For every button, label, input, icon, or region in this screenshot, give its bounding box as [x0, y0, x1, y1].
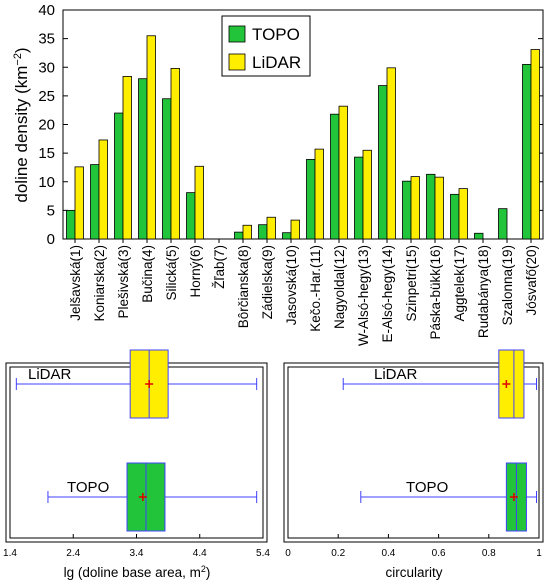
box-panel-inner-frame: [287, 366, 540, 539]
x-tick-label: 0: [285, 548, 291, 559]
bar-lidar: [194, 165, 204, 240]
x-category-label: Plešivská(3): [116, 245, 131, 319]
bar-lidar: [74, 166, 84, 240]
bar-topo: [234, 231, 244, 240]
x-category-label: Bučina(4): [140, 245, 155, 303]
y-tick-label: 0: [47, 231, 55, 248]
x-tick-label: 0.6: [432, 548, 446, 559]
legend-label-topo: TOPO: [252, 25, 300, 44]
bar-lidar: [338, 105, 348, 240]
legend-swatch-topo: [228, 25, 246, 43]
x-tick-label: 5.4: [256, 548, 270, 559]
bar-lidar: [530, 49, 540, 240]
x-tick-label: 0.8: [482, 548, 496, 559]
bar-chart-panel: 0 5 10 15 20 25 30 35 40 Jelšavská(1) Koniarska(2)…: [38, 2, 544, 346]
box-plot-circularity-panel: 0 0.2 0.4 0.6 0.8 1 LiDAR TOPO: [283, 349, 544, 559]
bar-topo: [162, 98, 172, 240]
x-tick-label: 0.2: [331, 548, 345, 559]
bar-lidar: [266, 216, 276, 240]
x-category-label: Horný(6): [188, 245, 203, 298]
bar-lidar: [98, 139, 108, 240]
bar-lidar: [314, 148, 324, 240]
bar-lidar: [386, 67, 396, 240]
series-label-topo: TOPO: [406, 479, 448, 496]
x-tick-label: 4.4: [193, 548, 207, 559]
bar-topo: [66, 209, 76, 240]
bar-topo: [114, 112, 124, 240]
x-category-label: Bôrčianska(8): [236, 245, 251, 328]
x-category-label: Jósvafő(20): [524, 245, 539, 316]
x-category-label: Silická(5): [164, 245, 179, 301]
x-category-label: Jelšavská(1): [68, 245, 83, 321]
bar-lidar: [458, 188, 468, 240]
x-tick-label: 1.4: [3, 548, 17, 559]
x-tick-label: 1: [536, 548, 542, 559]
x-category-label: Rudabánya(18): [476, 245, 491, 338]
bar-topo: [354, 156, 364, 240]
bar-topo: [474, 232, 484, 240]
x-category-label: Páska-bükk(16): [428, 245, 443, 340]
x-tick-label: 2.4: [66, 548, 80, 559]
bar-lidar: [122, 76, 132, 240]
series-label-topo: TOPO: [67, 479, 109, 496]
x-category-label: Kečo.-Har.(11): [308, 245, 323, 332]
y-tick-label: 20: [38, 117, 55, 134]
x-tick-label: 3.4: [130, 548, 144, 559]
box-plot-base-area-panel: 1.4 2.4 3.4 4.4 5.4 LiDAR TOPO: [3, 349, 270, 559]
x-category-label: Žľab(7): [212, 245, 227, 289]
bar-lidar: [242, 224, 252, 240]
legend: TOPO LiDAR: [221, 15, 311, 77]
legend-swatch-lidar: [228, 53, 246, 71]
legend-label-lidar: LiDAR: [252, 53, 301, 72]
bar-topo: [330, 113, 340, 240]
x-category-label: E-Alsó-hegy(14): [380, 245, 395, 343]
bar-lidar: [146, 35, 156, 240]
x-category-label: Aggtelek(17): [452, 245, 467, 322]
y-tick-label: 30: [38, 59, 55, 76]
x-tick-label: 0.4: [381, 548, 395, 559]
bar-topo: [426, 173, 436, 240]
box-plot-base-area-x-axis-label: lg (doline base area, m2): [64, 564, 211, 580]
y-tick-label: 15: [38, 145, 55, 162]
y-tick-label: 25: [38, 88, 55, 105]
y-tick-label: 35: [38, 31, 55, 48]
bar-topo: [450, 193, 460, 240]
x-category-label: Koniarska(2): [92, 245, 107, 322]
bar-topo: [402, 180, 412, 240]
bar-lidar: [410, 176, 420, 240]
box-plot-circularity-x-axis-label: circularity: [385, 565, 442, 580]
bar-topo: [282, 232, 292, 240]
x-category-label: Nagyoldal(12): [332, 245, 347, 329]
bar-lidar: [362, 149, 372, 240]
bar-topo: [258, 224, 268, 240]
bar-topo: [138, 78, 148, 240]
series-label-lidar: LiDAR: [28, 366, 72, 383]
x-category-label: W-Alsó-hegy(13): [356, 245, 371, 346]
y-tick-label: 5: [47, 202, 55, 219]
bar-topo: [522, 63, 532, 240]
bar-topo: [186, 192, 196, 240]
bar-topo: [90, 164, 100, 240]
bar-lidar: [170, 67, 180, 240]
bar-chart-y-axis-label: doline density (km−2): [12, 47, 31, 202]
y-tick-label: 40: [38, 2, 55, 19]
series-label-lidar: LiDAR: [374, 366, 418, 383]
bar-lidar: [290, 219, 300, 240]
bar-topo: [378, 85, 388, 240]
x-category-label: Zádielska(9): [260, 245, 275, 319]
x-category-label: Szinpetri(15): [404, 245, 419, 322]
y-tick-label: 10: [38, 174, 55, 191]
bar-topo: [306, 159, 316, 240]
x-category-label: Szalonna(19): [500, 245, 515, 325]
x-category-label: Jasovská(10): [284, 245, 299, 325]
bar-lidar: [434, 176, 444, 240]
bar-topo: [498, 208, 508, 240]
